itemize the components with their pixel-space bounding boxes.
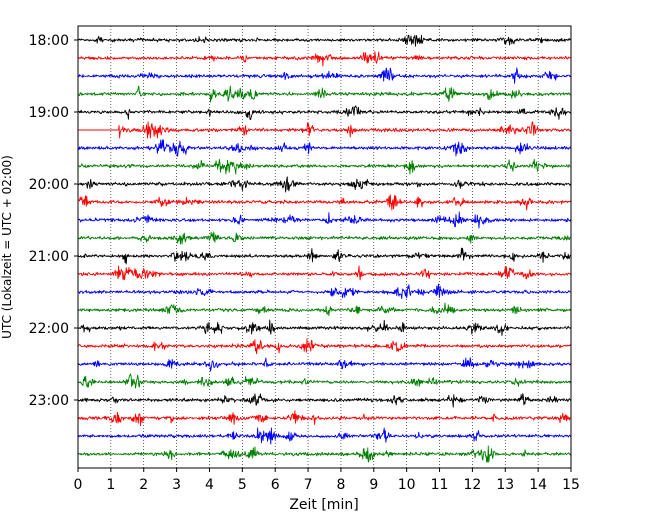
- trace-line: [77, 373, 572, 389]
- trace-line: [77, 158, 572, 175]
- x-tick-label: 14: [529, 477, 547, 493]
- x-axis-ticks: 0 1 2 3 4 5 6 7 8 9 10 11 12 13 14 15: [74, 468, 580, 493]
- trace-line: [77, 427, 572, 445]
- trace-line: [77, 51, 572, 67]
- x-tick-label: 9: [369, 477, 378, 493]
- trace-line: [77, 176, 572, 193]
- x-tick-label: 12: [463, 477, 481, 493]
- y-tick-label: 19:00: [29, 105, 69, 121]
- trace-line: [77, 283, 572, 300]
- x-tick-label: 11: [431, 477, 449, 493]
- trace-line: [77, 194, 572, 211]
- x-tick-label: 15: [562, 477, 580, 493]
- trace-line: [77, 211, 572, 229]
- x-tick-label: 13: [496, 477, 514, 493]
- trace-line: [77, 139, 572, 157]
- plot-frame: [77, 25, 572, 469]
- trace-line: [78, 121, 572, 139]
- trace-line: [77, 105, 572, 121]
- trace-line: [77, 302, 572, 317]
- trace-line: [77, 393, 572, 408]
- x-tick-label: 2: [139, 477, 148, 493]
- y-axis-title: UTC (Lokalzeit = UTC + 02:00): [0, 155, 14, 339]
- trace-line: [77, 67, 572, 84]
- trace-line: [77, 85, 572, 103]
- trace-line: [77, 338, 572, 355]
- trace-line: [77, 319, 572, 336]
- y-tick-label: 18:00: [29, 33, 69, 49]
- trace-line: [77, 357, 572, 372]
- trace-line: [77, 34, 572, 47]
- y-tick-label: 22:00: [29, 321, 69, 337]
- y-tick-label: 20:00: [29, 177, 69, 193]
- trace-line: [77, 247, 572, 265]
- x-tick-label: 4: [205, 477, 214, 493]
- x-tick-label: 6: [271, 477, 280, 493]
- x-tick-label: 7: [304, 477, 313, 493]
- trace-line: [77, 265, 572, 281]
- x-axis-title: Zeit [min]: [289, 497, 358, 513]
- trace-line: [77, 410, 572, 427]
- x-tick-label: 8: [336, 477, 345, 493]
- x-tick-label: 1: [106, 477, 115, 493]
- seismic-traces: [77, 34, 572, 463]
- x-tick-label: 0: [74, 477, 83, 493]
- trace-line: [77, 445, 572, 463]
- trace-line: [77, 231, 572, 245]
- y-tick-label: 23:00: [29, 393, 69, 409]
- y-tick-label: 21:00: [29, 249, 69, 265]
- y-axis-ticks: 18:00 19:00 20:00 21:00 22:00 23:00: [29, 33, 78, 409]
- x-tick-label: 5: [238, 477, 247, 493]
- x-tick-label: 10: [398, 477, 416, 493]
- x-tick-label: 3: [172, 477, 181, 493]
